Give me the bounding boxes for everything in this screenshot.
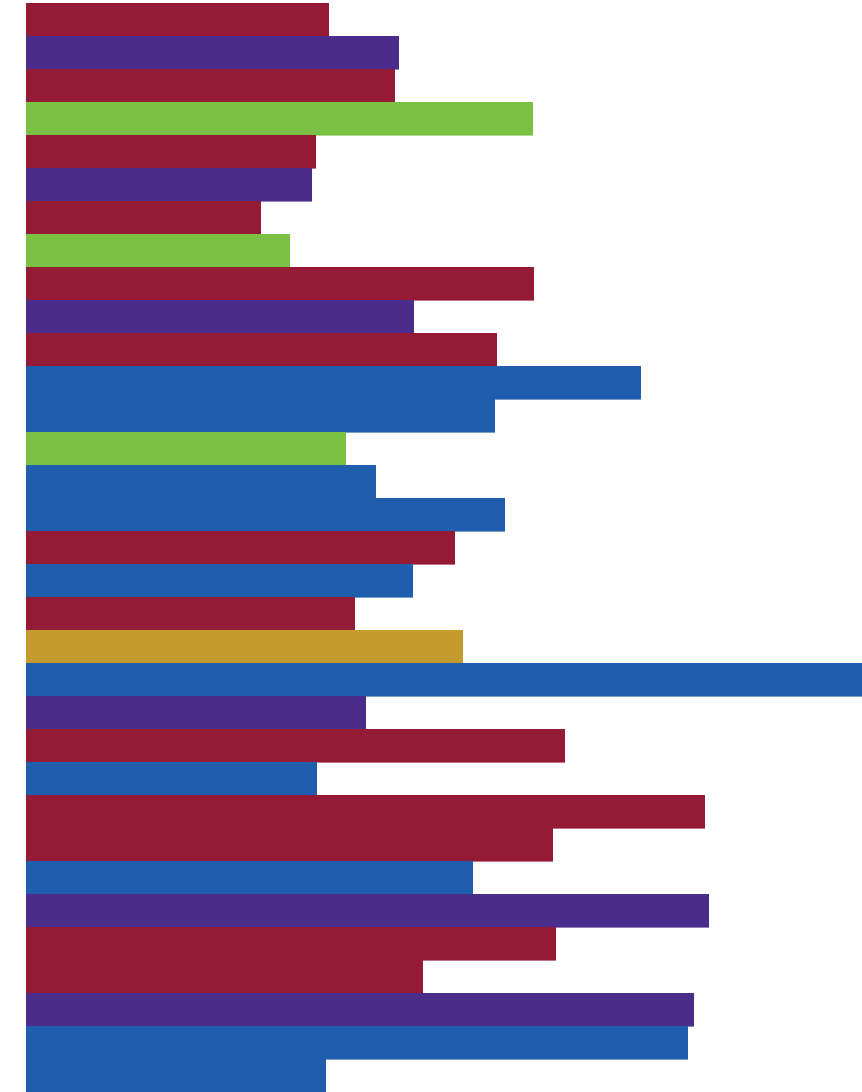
bar-6 [26,168,312,202]
bar-1 [26,3,329,37]
bar-12 [26,366,641,400]
bar-15 [26,465,376,499]
bar-series [26,3,862,1092]
bar-5 [26,135,316,169]
bar-28 [26,894,709,928]
bar-19 [26,597,355,631]
bar-4 [26,102,533,136]
bar-26 [26,828,553,862]
bar-7 [26,201,261,235]
bar-9 [26,267,534,301]
bar-16 [26,498,505,532]
bar-31 [26,993,694,1027]
bar-2 [26,36,399,70]
bar-29 [26,927,556,961]
bar-25 [26,795,705,829]
bar-27 [26,861,473,895]
bar-18 [26,564,413,598]
bar-32 [26,1026,688,1060]
bar-13 [26,399,495,433]
bar-24 [26,762,317,796]
bar-23 [26,729,565,763]
bar-17 [26,531,455,565]
bar-14 [26,432,346,466]
bar-11 [26,333,497,367]
bar-33 [26,1059,326,1092]
bar-22 [26,696,366,730]
bar-8 [26,234,290,268]
bar-10 [26,300,414,334]
bar-21 [26,663,862,697]
bar-20 [26,630,463,664]
bar-3 [26,69,395,103]
bar-30 [26,960,423,994]
